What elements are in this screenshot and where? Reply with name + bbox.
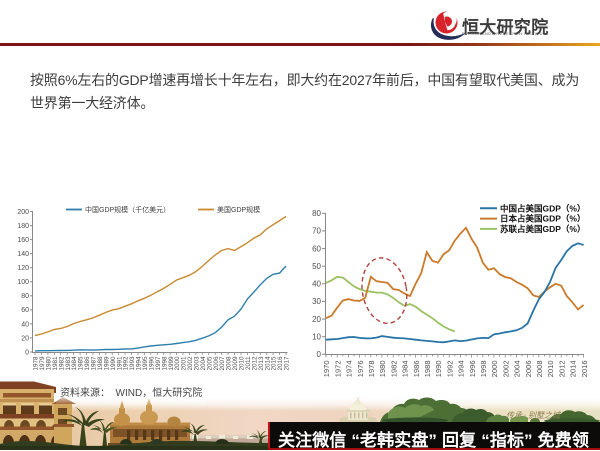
svg-text:2006: 2006 <box>524 361 533 378</box>
svg-text:50: 50 <box>312 262 321 271</box>
svg-text:2006: 2006 <box>213 356 220 371</box>
svg-text:1976: 1976 <box>356 361 365 378</box>
svg-text:1992: 1992 <box>445 361 454 378</box>
svg-text:60: 60 <box>312 244 321 253</box>
svg-text:1996: 1996 <box>468 361 477 378</box>
svg-text:1987: 1987 <box>91 356 98 371</box>
svg-text:1980: 1980 <box>46 356 53 371</box>
svg-text:传承 · 别墅之城: 传承 · 别墅之城 <box>506 411 561 420</box>
svg-text:1990: 1990 <box>110 356 117 371</box>
svg-text:1994: 1994 <box>136 356 143 371</box>
svg-text:1983: 1983 <box>65 356 72 371</box>
svg-text:120: 120 <box>17 265 29 272</box>
svg-text:2015: 2015 <box>271 356 278 371</box>
svg-text:2016: 2016 <box>580 361 589 378</box>
svg-text:1999: 1999 <box>168 356 175 371</box>
svg-text:1990: 1990 <box>434 361 443 378</box>
svg-text:1978: 1978 <box>33 356 40 371</box>
svg-text:2002: 2002 <box>501 361 510 378</box>
svg-text:1972: 1972 <box>333 361 342 378</box>
svg-text:2011: 2011 <box>245 356 252 370</box>
svg-text:1989: 1989 <box>103 356 110 371</box>
svg-text:2000: 2000 <box>490 361 499 378</box>
svg-text:2010: 2010 <box>239 356 246 371</box>
svg-text:2009: 2009 <box>232 356 239 371</box>
svg-text:1986: 1986 <box>84 356 91 371</box>
svg-text:1991: 1991 <box>116 356 123 371</box>
svg-text:80: 80 <box>312 209 321 218</box>
svg-text:40: 40 <box>312 280 321 289</box>
svg-text:2017: 2017 <box>284 356 291 371</box>
svg-text:1995: 1995 <box>142 356 149 371</box>
svg-text:美国GDP规模: 美国GDP规模 <box>217 205 260 214</box>
svg-text:70: 70 <box>312 227 321 236</box>
svg-text:2013: 2013 <box>258 356 265 371</box>
svg-text:2000: 2000 <box>174 356 181 371</box>
svg-text:2002: 2002 <box>187 356 194 371</box>
svg-text:2014: 2014 <box>264 356 271 371</box>
svg-text:180: 180 <box>17 223 29 230</box>
svg-text:2014: 2014 <box>569 361 578 378</box>
svg-text:0: 0 <box>317 350 322 359</box>
svg-text:1996: 1996 <box>148 356 155 371</box>
svg-text:60: 60 <box>21 307 29 314</box>
svg-text:1988: 1988 <box>97 356 104 371</box>
svg-text:日本占美国GDP（%）: 日本占美国GDP（%） <box>500 214 585 224</box>
svg-text:2005: 2005 <box>206 356 213 371</box>
svg-text:0: 0 <box>25 349 29 356</box>
svg-text:1998: 1998 <box>161 356 168 371</box>
svg-text:1998: 1998 <box>479 361 488 378</box>
svg-text:20: 20 <box>21 335 29 342</box>
svg-text:1986: 1986 <box>412 361 421 378</box>
svg-text:100: 100 <box>17 279 29 286</box>
svg-text:2008: 2008 <box>535 361 544 378</box>
svg-text:1980: 1980 <box>378 361 387 378</box>
svg-text:1985: 1985 <box>78 356 85 371</box>
svg-text:1974: 1974 <box>345 361 354 378</box>
svg-text:苏联占美国GDP（%）: 苏联占美国GDP（%） <box>500 224 585 234</box>
svg-text:2003: 2003 <box>194 356 201 371</box>
svg-text:1984: 1984 <box>71 356 78 371</box>
svg-text:2010: 2010 <box>546 361 555 378</box>
svg-text:30: 30 <box>312 297 321 306</box>
svg-text:中国GDP规模（千亿美元）: 中国GDP规模（千亿美元） <box>85 205 170 214</box>
svg-text:1982: 1982 <box>58 356 65 371</box>
svg-text:1979: 1979 <box>39 356 46 371</box>
svg-text:1997: 1997 <box>155 356 162 371</box>
svg-text:2004: 2004 <box>513 361 522 378</box>
svg-text:2012: 2012 <box>251 356 258 371</box>
svg-text:2008: 2008 <box>226 356 233 371</box>
svg-text:200: 200 <box>17 209 29 216</box>
svg-text:中国占美国GDP（%）: 中国占美国GDP（%） <box>500 203 585 213</box>
svg-text:1984: 1984 <box>401 361 410 378</box>
svg-text:80: 80 <box>21 293 29 300</box>
svg-text:1981: 1981 <box>52 356 59 371</box>
svg-text:40: 40 <box>21 321 29 328</box>
svg-text:2004: 2004 <box>200 356 207 371</box>
svg-text:10: 10 <box>312 333 321 342</box>
svg-text:2012: 2012 <box>557 361 566 378</box>
svg-text:1988: 1988 <box>423 361 432 378</box>
svg-text:1994: 1994 <box>457 361 466 378</box>
svg-text:20: 20 <box>312 315 321 324</box>
svg-text:1992: 1992 <box>123 356 130 371</box>
svg-text:1993: 1993 <box>129 356 136 371</box>
svg-text:2016: 2016 <box>277 356 284 371</box>
svg-text:2007: 2007 <box>219 356 226 371</box>
svg-text:1978: 1978 <box>367 361 376 378</box>
svg-text:2001: 2001 <box>181 356 188 371</box>
svg-text:1982: 1982 <box>389 361 398 378</box>
svg-text:1970: 1970 <box>322 361 331 378</box>
svg-text:140: 140 <box>17 251 29 258</box>
svg-text:160: 160 <box>17 237 29 244</box>
